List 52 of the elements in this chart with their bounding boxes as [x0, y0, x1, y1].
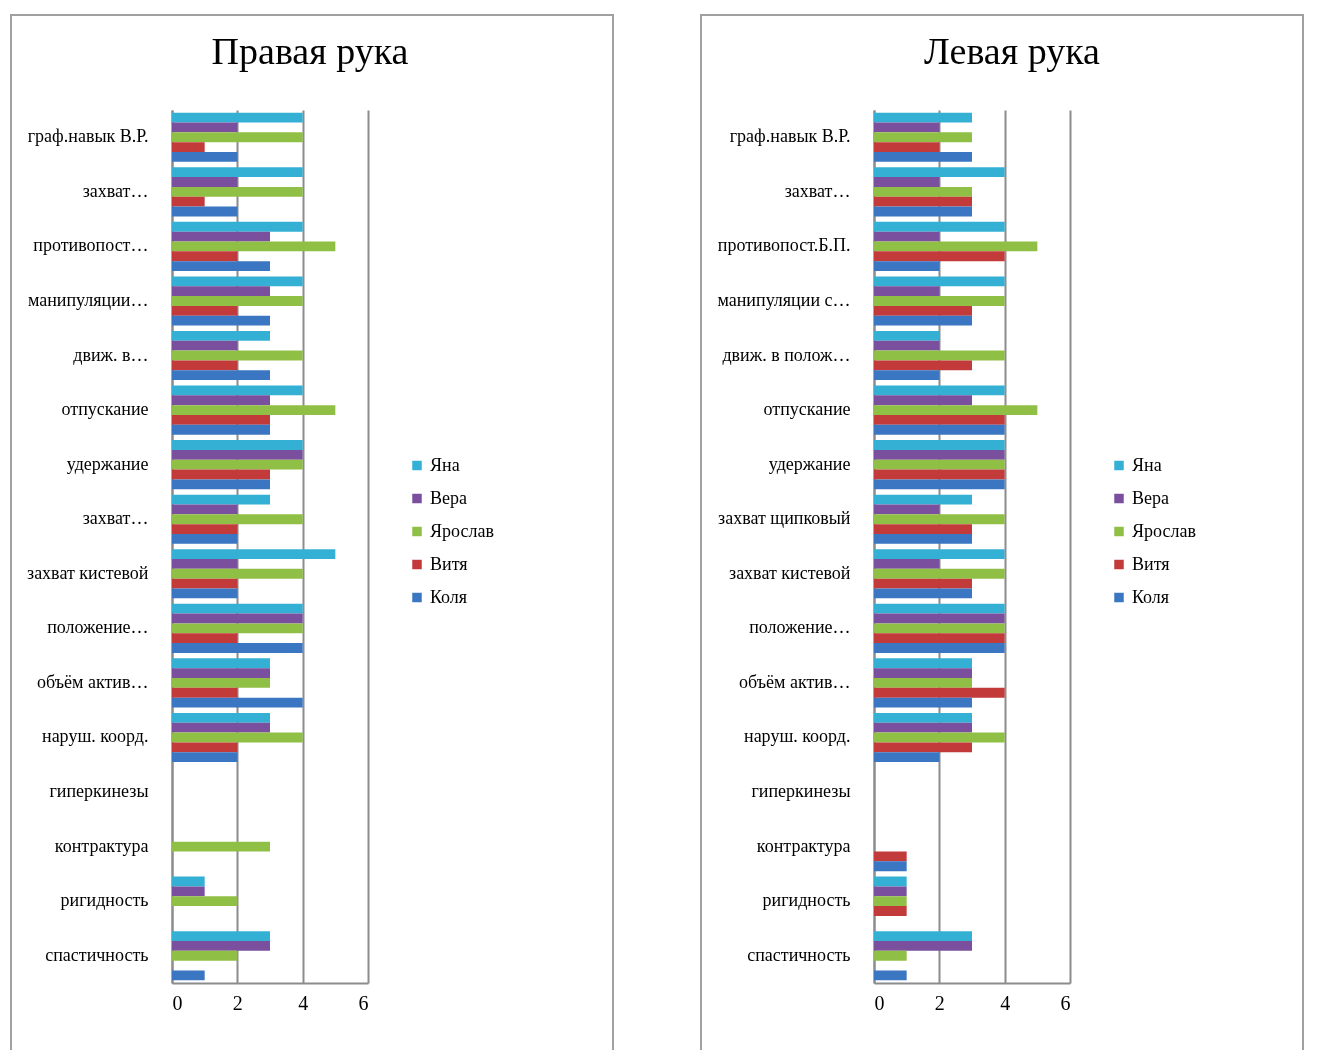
y-tick-label: манипуляции… [27, 289, 149, 310]
x-tick-label: 4 [1000, 991, 1011, 1014]
y-tick-label: захват щипковый [718, 508, 851, 529]
y-tick-label: движ. в… [73, 344, 149, 365]
y-tick-label: ригидность [60, 890, 149, 911]
x-tick-label: 2 [232, 991, 243, 1014]
y-tick-label: ригидность [762, 890, 851, 911]
y-tick-label: движ. в полож… [722, 344, 851, 365]
y-tick-label: наруш. коорд. [42, 726, 149, 747]
y-tick-label: гиперкинезы [751, 781, 851, 802]
y-tick-label: наруш. коорд. [744, 726, 851, 747]
x-tick-label: 6 [358, 991, 369, 1014]
y-tick-label: граф.навык В.Р. [729, 126, 851, 147]
chart-title: Правая рука [211, 30, 409, 72]
legend-label: Ярослав [430, 520, 494, 541]
x-tick-label: 2 [934, 991, 945, 1014]
y-tick-label: положение… [47, 617, 149, 638]
legend-label: Яна [1132, 454, 1162, 475]
y-tick-label: положение… [749, 617, 851, 638]
chart-title: Левая рука [924, 30, 1101, 72]
y-tick-label: отпускание [763, 399, 851, 420]
y-tick-label: отпускание [61, 399, 149, 420]
x-tick-label: 0 [874, 991, 885, 1014]
y-tick-label: противопост… [33, 235, 149, 256]
y-tick-label: контрактура [54, 835, 149, 856]
y-tick-label: удержание [66, 453, 149, 474]
legend-label: Витя [430, 553, 468, 574]
y-tick-label: гиперкинезы [49, 781, 149, 802]
y-tick-label: спастичность [747, 944, 851, 965]
x-tick-label: 0 [172, 991, 183, 1014]
x-tick-label: 4 [298, 991, 309, 1014]
y-tick-label: противопост.Б.П. [717, 235, 851, 256]
y-tick-label: захват кистевой [729, 562, 851, 583]
legend-label: Вера [430, 487, 467, 508]
y-tick-label: захват… [82, 180, 149, 201]
legend-label: Яна [430, 454, 460, 475]
y-tick-label: захват… [82, 508, 149, 529]
y-tick-label: граф.навык В.Р. [27, 126, 149, 147]
legend-label: Коля [430, 586, 468, 607]
legend-label: Витя [1132, 553, 1170, 574]
x-tick-label: 6 [1060, 991, 1071, 1014]
legend-label: Вера [1132, 487, 1169, 508]
y-tick-label: объём актив… [739, 671, 851, 692]
y-tick-label: захват… [784, 180, 851, 201]
y-tick-label: удержание [768, 453, 851, 474]
legend-label: Коля [1132, 586, 1170, 607]
y-tick-label: объём актив… [37, 671, 149, 692]
y-tick-label: захват кистевой [27, 562, 149, 583]
legend-label: Ярослав [1132, 520, 1196, 541]
y-tick-label: контрактура [756, 835, 851, 856]
y-tick-label: манипуляции с… [717, 289, 851, 310]
y-tick-label: спастичность [45, 944, 149, 965]
